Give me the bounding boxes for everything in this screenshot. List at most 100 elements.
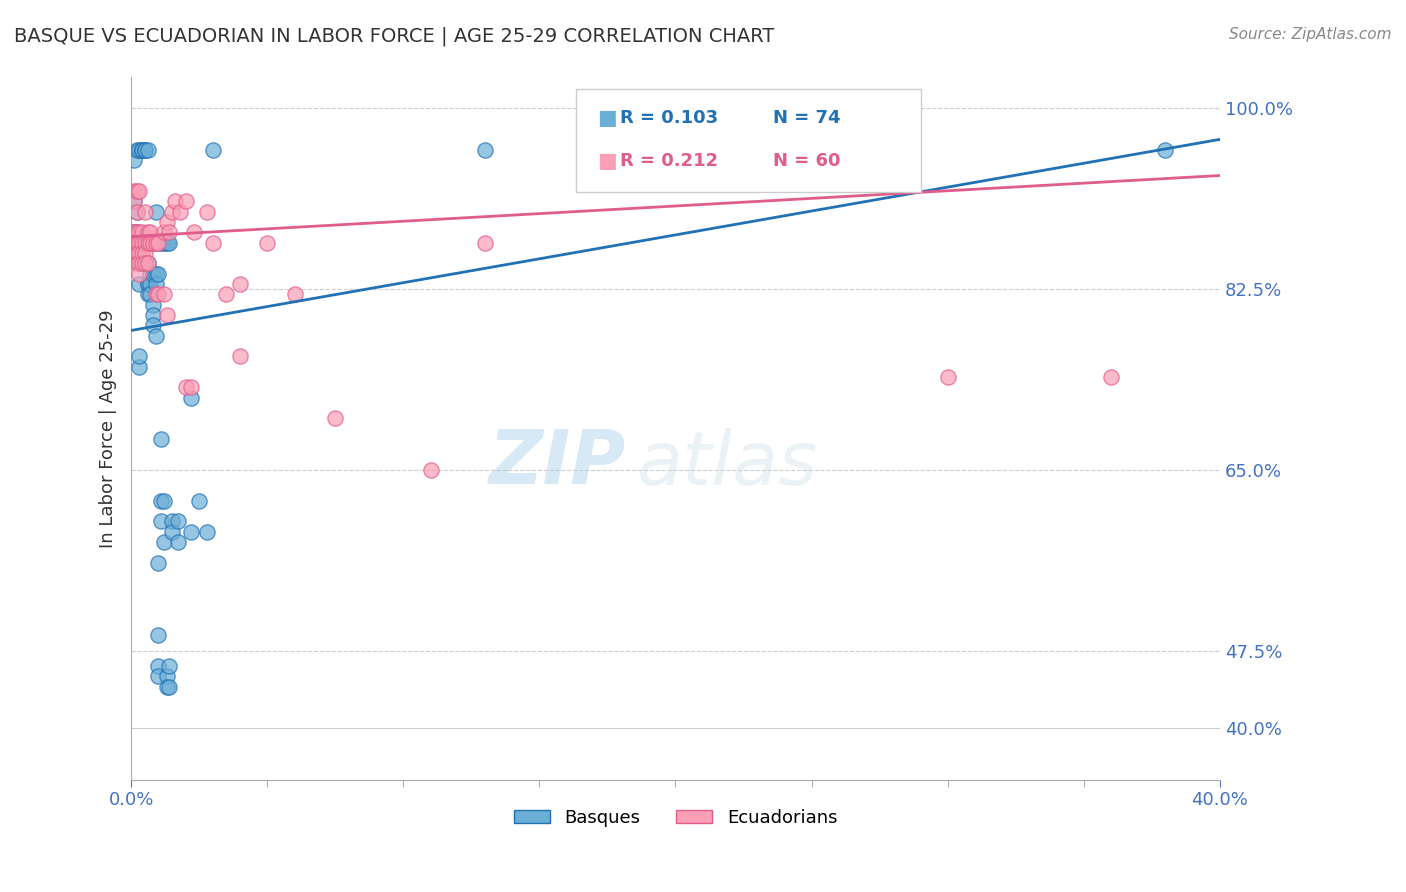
Point bbox=[134, 235, 156, 250]
Point bbox=[131, 256, 153, 270]
Point bbox=[160, 204, 183, 219]
Point bbox=[125, 184, 148, 198]
Point bbox=[125, 204, 148, 219]
Text: R = 0.103: R = 0.103 bbox=[620, 109, 718, 127]
Point bbox=[229, 277, 252, 291]
Point bbox=[134, 246, 156, 260]
Point bbox=[131, 256, 153, 270]
Point bbox=[128, 235, 150, 250]
Point bbox=[153, 535, 176, 549]
Point bbox=[125, 256, 148, 270]
Point bbox=[150, 432, 173, 446]
Point bbox=[150, 493, 173, 508]
Point bbox=[128, 277, 150, 291]
Point bbox=[180, 391, 202, 405]
Text: ZIP: ZIP bbox=[489, 427, 627, 500]
Point bbox=[145, 287, 167, 301]
Point bbox=[283, 287, 305, 301]
Point bbox=[153, 235, 176, 250]
Point bbox=[148, 235, 170, 250]
Point bbox=[142, 235, 165, 250]
Point bbox=[134, 256, 156, 270]
Point bbox=[160, 524, 183, 539]
Point bbox=[122, 235, 145, 250]
Point bbox=[153, 287, 176, 301]
Point bbox=[125, 246, 148, 260]
Point bbox=[134, 235, 156, 250]
Point bbox=[136, 143, 159, 157]
Point bbox=[122, 184, 145, 198]
Point bbox=[125, 235, 148, 250]
Point bbox=[157, 680, 180, 694]
Point bbox=[136, 225, 159, 239]
Point bbox=[148, 235, 170, 250]
Point bbox=[201, 143, 224, 157]
Point bbox=[156, 669, 179, 683]
Point bbox=[325, 411, 347, 425]
Point bbox=[139, 287, 162, 301]
Point bbox=[131, 235, 153, 250]
Point bbox=[145, 235, 167, 250]
Point bbox=[128, 349, 150, 363]
Point bbox=[136, 256, 159, 270]
Point bbox=[156, 235, 179, 250]
Point bbox=[139, 235, 162, 250]
Point bbox=[169, 204, 191, 219]
Text: ■: ■ bbox=[598, 108, 617, 128]
Text: R = 0.212: R = 0.212 bbox=[620, 152, 718, 169]
Point bbox=[125, 225, 148, 239]
Point bbox=[166, 535, 188, 549]
Point bbox=[180, 524, 202, 539]
Point bbox=[148, 556, 170, 570]
Point bbox=[153, 493, 176, 508]
Point bbox=[128, 184, 150, 198]
Point bbox=[122, 225, 145, 239]
Text: N = 60: N = 60 bbox=[773, 152, 841, 169]
Point bbox=[160, 515, 183, 529]
Point bbox=[419, 463, 441, 477]
Point bbox=[131, 235, 153, 250]
Point bbox=[156, 308, 179, 322]
Point bbox=[131, 235, 153, 250]
Text: ■: ■ bbox=[598, 151, 617, 170]
Point bbox=[229, 349, 252, 363]
Point bbox=[153, 225, 176, 239]
Point bbox=[139, 225, 162, 239]
Point bbox=[131, 246, 153, 260]
Point bbox=[163, 194, 186, 209]
Point bbox=[201, 235, 224, 250]
Point bbox=[122, 153, 145, 167]
Point bbox=[148, 267, 170, 281]
Point bbox=[157, 235, 180, 250]
Point bbox=[122, 194, 145, 209]
Point bbox=[145, 267, 167, 281]
Point bbox=[139, 235, 162, 250]
Point bbox=[125, 204, 148, 219]
Point bbox=[134, 204, 156, 219]
Point bbox=[134, 143, 156, 157]
Point bbox=[122, 225, 145, 239]
Point bbox=[136, 256, 159, 270]
Text: atlas: atlas bbox=[637, 427, 818, 500]
Point bbox=[142, 318, 165, 333]
Point bbox=[474, 143, 496, 157]
Point bbox=[148, 287, 170, 301]
Point bbox=[139, 267, 162, 281]
Point bbox=[157, 659, 180, 673]
Point bbox=[139, 277, 162, 291]
Point bbox=[128, 246, 150, 260]
Point bbox=[125, 246, 148, 260]
Point bbox=[1154, 143, 1177, 157]
Point bbox=[142, 297, 165, 311]
Point bbox=[142, 267, 165, 281]
Point bbox=[122, 225, 145, 239]
Point bbox=[131, 143, 153, 157]
Point bbox=[128, 256, 150, 270]
Point bbox=[142, 308, 165, 322]
Point bbox=[156, 680, 179, 694]
Text: BASQUE VS ECUADORIAN IN LABOR FORCE | AGE 25-29 CORRELATION CHART: BASQUE VS ECUADORIAN IN LABOR FORCE | AG… bbox=[14, 27, 775, 46]
Point bbox=[136, 287, 159, 301]
Point bbox=[166, 515, 188, 529]
Point bbox=[125, 143, 148, 157]
Point bbox=[150, 515, 173, 529]
